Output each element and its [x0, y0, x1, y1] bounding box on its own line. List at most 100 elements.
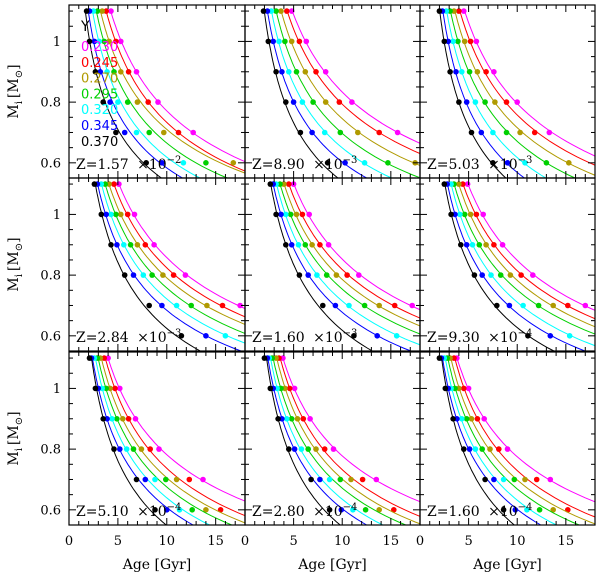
tick-group — [420, 352, 595, 525]
data-point — [494, 302, 500, 309]
data-point — [309, 129, 315, 136]
data-point — [543, 160, 550, 166]
data-point — [288, 242, 295, 248]
panel-metallicity-label: Z=1.60 ×10−4 — [427, 502, 532, 520]
data-point — [574, 568, 580, 574]
x-tick-label: 0 — [65, 534, 73, 549]
panel-frame — [68, 177, 246, 352]
z-exponent: −4 — [167, 502, 182, 513]
data-point — [459, 416, 465, 422]
data-point — [351, 333, 357, 339]
data-point — [276, 38, 282, 45]
data-point — [518, 272, 524, 278]
panel-metallicity-label: Z=9.30 ×10−4 — [427, 328, 532, 346]
curve-group — [267, 181, 420, 351]
y-label-unit-end: ] — [6, 411, 22, 416]
data-point — [267, 181, 274, 187]
data-point — [288, 416, 295, 422]
y-label-sun: ⊙ — [14, 70, 25, 78]
data-point — [455, 38, 461, 45]
data-point — [373, 476, 380, 483]
data-point — [286, 69, 292, 75]
data-point — [99, 8, 105, 14]
z-exponent: −3 — [167, 328, 182, 339]
data-point — [456, 385, 462, 392]
data-point — [273, 355, 279, 361]
data-point — [490, 160, 496, 166]
data-point — [401, 568, 407, 574]
panel-2: Z=8.90 ×10−3 — [244, 4, 421, 179]
panel-frame — [244, 177, 421, 352]
data-point — [188, 190, 194, 196]
y-tick-label: 1 — [53, 382, 61, 397]
data-point — [458, 242, 464, 248]
data-point — [108, 242, 114, 248]
data-point — [298, 446, 305, 452]
data-point — [324, 160, 331, 166]
data-point — [302, 242, 309, 248]
curve-group — [91, 181, 245, 351]
data-point — [297, 129, 304, 136]
data-point — [278, 211, 284, 218]
data-point — [274, 385, 280, 392]
panel-metallicity-label: Z=8.90 ×10−3 — [252, 155, 357, 173]
data-point — [108, 211, 114, 218]
data-point — [326, 507, 333, 513]
data-point — [103, 385, 109, 392]
y-label-main: M — [6, 277, 22, 291]
data-point — [342, 160, 348, 166]
x-axis-label: Age [Gyr] — [472, 557, 542, 573]
data-point — [544, 190, 550, 196]
data-point — [288, 8, 295, 14]
data-point — [109, 416, 115, 422]
z-times: ×10 — [313, 504, 343, 520]
panel-metallicity-label: Z=2.84 ×10−3 — [76, 328, 181, 346]
tick-group — [69, 178, 245, 351]
data-point — [391, 507, 397, 513]
data-point — [121, 272, 128, 278]
panel-metallicity-label: Z=5.10 ×10−4 — [76, 502, 181, 520]
data-point — [409, 537, 415, 543]
data-point — [394, 129, 401, 136]
data-point — [189, 507, 195, 513]
data-point — [133, 476, 140, 483]
y-label-sub: i — [14, 448, 25, 451]
y-tick-label: 1 — [53, 208, 61, 223]
data-point — [173, 476, 180, 483]
data-point — [332, 302, 339, 309]
x-tick-label: 10 — [159, 534, 176, 549]
data-point — [482, 476, 488, 483]
legend-entry-0.245: 0.245 — [81, 56, 118, 71]
data-point — [473, 38, 480, 45]
z-times: ×10 — [137, 504, 167, 520]
data-point — [308, 476, 314, 483]
data-point — [270, 38, 277, 45]
y-tick-label: 0.6 — [40, 329, 61, 344]
data-point — [159, 302, 165, 309]
data-point — [504, 446, 511, 452]
data-point — [463, 416, 470, 422]
z-times: ×10 — [137, 330, 167, 346]
x-tick-label: 15 — [558, 534, 575, 549]
data-point — [100, 416, 106, 422]
y-label-sub: i — [14, 101, 25, 104]
data-point — [118, 38, 124, 45]
data-point — [464, 181, 471, 187]
data-point — [474, 416, 481, 422]
legend-entry-0.370: 0.370 — [81, 135, 118, 150]
y-tick-label: 1 — [53, 35, 61, 50]
data-point — [115, 99, 121, 105]
z-exponent: −4 — [518, 502, 533, 513]
data-point — [92, 69, 99, 75]
data-point — [453, 69, 459, 75]
legend-entry-0.230: 0.230 — [81, 40, 118, 55]
data-point — [228, 568, 234, 574]
data-point — [480, 211, 487, 218]
z-prefix: Z=9.30 — [427, 330, 484, 346]
data-point — [305, 446, 312, 452]
data-point — [188, 302, 194, 309]
data-point — [448, 181, 454, 187]
x-axis-label: Age [Gyr] — [297, 557, 367, 573]
data-point — [565, 302, 571, 309]
